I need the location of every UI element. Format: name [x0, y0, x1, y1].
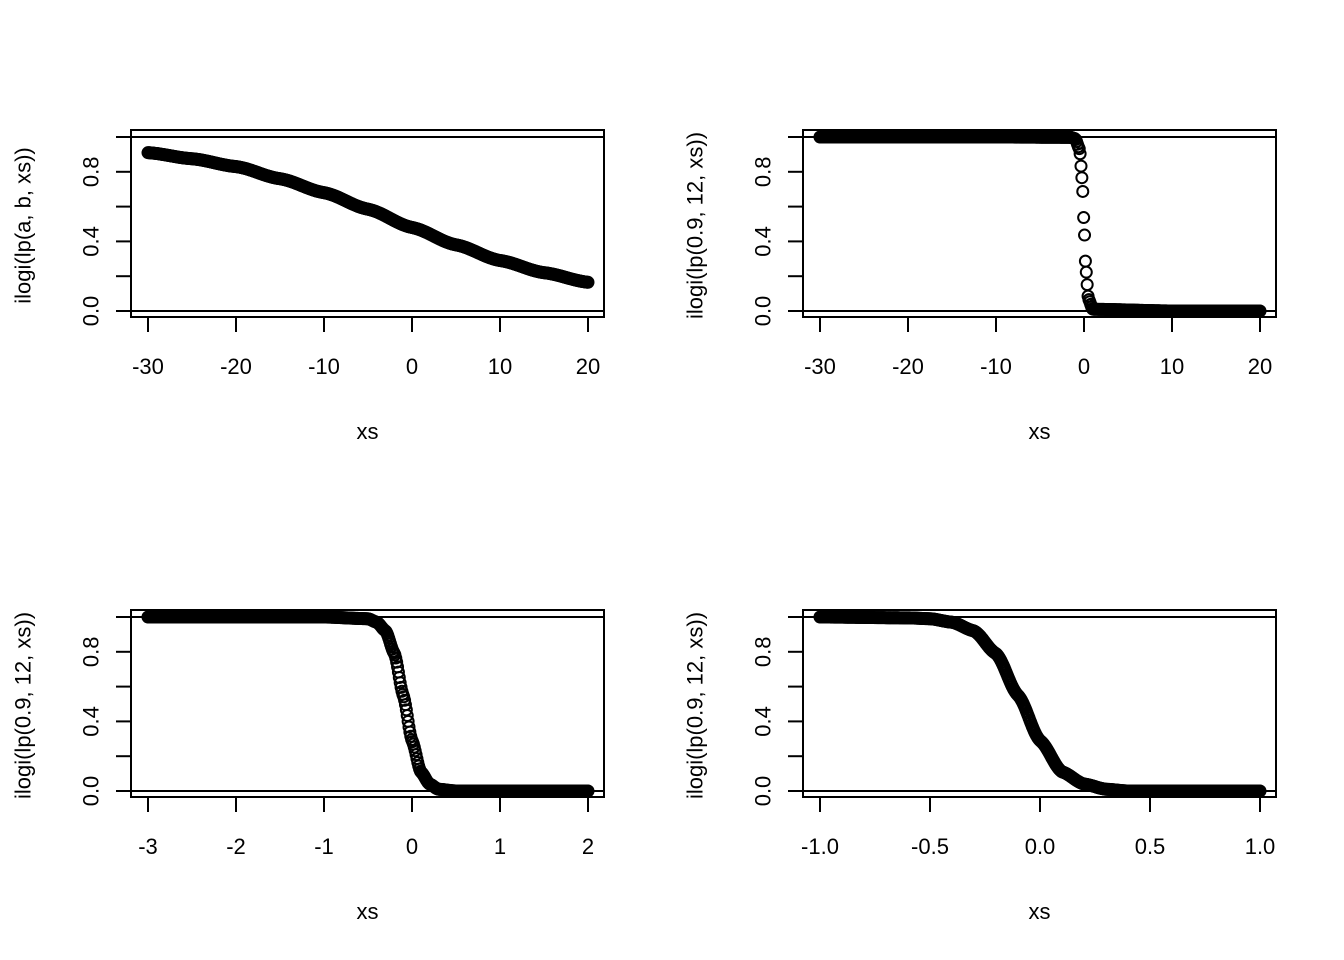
x-axis-label: xs	[357, 899, 379, 924]
y-axis: 0.0 0.4 0.8 ilogi(lp(0.9, 12, xs))	[683, 612, 804, 806]
plot-panel-2: -30 -20 -10 0 10 20 xs 0.0 0.4 0.8 ilogi(lp(0.9, 1…	[683, 129, 1277, 444]
x-tick-label: -30	[804, 354, 836, 379]
y-tick-label: 0.8	[751, 637, 776, 668]
x-tick-label: 20	[1248, 354, 1272, 379]
y-tick-label: 0.4	[751, 706, 776, 737]
data-point	[581, 275, 595, 289]
y-axis: 0.0 0.4 0.8 ilogi(lp(0.9, 12, xs))	[11, 612, 132, 806]
y-axis-label: ilogi(lp(0.9, 12, xs))	[683, 612, 708, 799]
data-point	[1078, 254, 1092, 268]
x-axis: -30 -20 -10 0 10 20 xs	[804, 316, 1272, 444]
x-tick-label: 0.5	[1135, 834, 1166, 859]
y-tick-label: 0.8	[79, 637, 104, 668]
data-point	[1077, 211, 1091, 225]
y-tick-label: 0.8	[751, 157, 776, 188]
data-point	[1078, 228, 1092, 242]
plot-panel-4: -1.0 -0.5 0.0 0.5 1.0 xs 0.0 0.4 0.8 ilogi(lp(0.9…	[683, 609, 1277, 924]
x-axis-label: xs	[1029, 899, 1051, 924]
x-axis: -3 -2 -1 0 1 2 xs	[138, 796, 594, 924]
y-axis-label: ilogi(lp(a, b, xs))	[11, 147, 36, 303]
x-axis-label: xs	[357, 419, 379, 444]
x-tick-label: -10	[308, 354, 340, 379]
y-axis: 0.0 0.4 0.8 ilogi(lp(0.9, 12, xs))	[683, 132, 804, 326]
x-tick-label: -1	[314, 834, 334, 859]
x-tick-label: -1.0	[801, 834, 839, 859]
x-tick-label: 0	[1078, 354, 1090, 379]
y-tick-label: 0.4	[79, 226, 104, 257]
plot-frame	[802, 609, 1277, 798]
x-tick-label: 1.0	[1245, 834, 1276, 859]
data-point	[1080, 278, 1094, 292]
series-points	[141, 146, 595, 289]
x-tick-label: 10	[1160, 354, 1184, 379]
data-point	[393, 676, 407, 690]
plot-frame	[802, 129, 1277, 318]
y-tick-label: 0.4	[79, 706, 104, 737]
y-axis-label: ilogi(lp(0.9, 12, xs))	[11, 612, 36, 799]
y-tick-label: 0.8	[79, 157, 104, 188]
y-axis-label: ilogi(lp(0.9, 12, xs))	[683, 132, 708, 319]
x-tick-label: 1	[494, 834, 506, 859]
x-tick-label: 0.0	[1025, 834, 1056, 859]
y-tick-label: 0.4	[751, 226, 776, 257]
y-tick-label: 0.0	[751, 296, 776, 327]
y-tick-label: 0.0	[79, 776, 104, 807]
series-points	[813, 130, 1267, 318]
x-tick-label: -30	[132, 354, 164, 379]
data-point	[1074, 159, 1088, 173]
plot-panel-3: -3 -2 -1 0 1 2 xs 0.0 0.4 0.8 ilogi(lp(0.9, 12, xs…	[11, 609, 605, 924]
series-points	[813, 610, 1267, 798]
y-axis: 0.0 0.4 0.8 ilogi(lp(a, b, xs))	[11, 136, 132, 327]
series-points	[141, 610, 595, 798]
x-tick-label: -3	[138, 834, 158, 859]
data-point	[1073, 147, 1087, 161]
plot-panel-1: -30 -20 -10 0 10 20 xs 0.0 0.4 0.8 ilogi(lp(a, b, …	[11, 129, 605, 444]
data-point	[1076, 184, 1090, 198]
x-tick-label: 20	[576, 354, 600, 379]
data-point	[402, 720, 416, 734]
x-tick-label: -10	[980, 354, 1012, 379]
x-axis: -30 -20 -10 0 10 20 xs	[132, 316, 600, 444]
data-point	[1079, 265, 1093, 279]
x-axis: -1.0 -0.5 0.0 0.5 1.0 xs	[801, 796, 1276, 924]
data-point	[1072, 142, 1086, 156]
y-tick-label: 0.0	[751, 776, 776, 807]
x-tick-label: 2	[582, 834, 594, 859]
x-tick-label: 0	[406, 834, 418, 859]
x-tick-label: -20	[220, 354, 252, 379]
x-tick-label: 0	[406, 354, 418, 379]
plot-frame	[130, 609, 605, 798]
y-tick-label: 0.0	[79, 296, 104, 327]
x-tick-label: -0.5	[911, 834, 949, 859]
x-axis-label: xs	[1029, 419, 1051, 444]
x-tick-label: -20	[892, 354, 924, 379]
x-tick-label: -2	[226, 834, 246, 859]
x-tick-label: 10	[488, 354, 512, 379]
data-point	[1075, 171, 1089, 185]
